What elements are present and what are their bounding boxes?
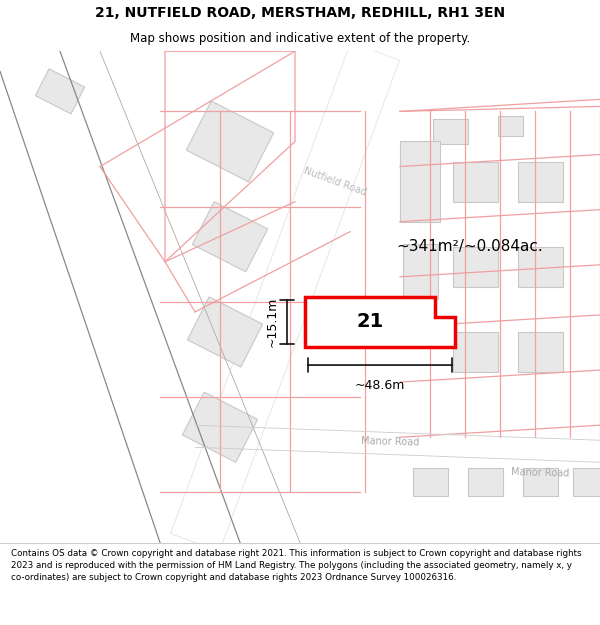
Text: 21: 21 — [356, 312, 383, 331]
Text: 21, NUTFIELD ROAD, MERSTHAM, REDHILL, RH1 3EN: 21, NUTFIELD ROAD, MERSTHAM, REDHILL, RH… — [95, 6, 505, 21]
Text: Manor Road: Manor Road — [511, 466, 569, 478]
Polygon shape — [452, 161, 497, 202]
Polygon shape — [452, 332, 497, 372]
Polygon shape — [452, 247, 497, 287]
Polygon shape — [187, 297, 263, 367]
Text: Manor Road: Manor Road — [361, 436, 419, 448]
Text: ~341m²/~0.084ac.: ~341m²/~0.084ac. — [397, 239, 544, 254]
Polygon shape — [433, 119, 467, 144]
Text: Map shows position and indicative extent of the property.: Map shows position and indicative extent… — [130, 32, 470, 46]
Polygon shape — [193, 202, 268, 272]
Polygon shape — [523, 468, 557, 496]
Polygon shape — [497, 116, 523, 136]
Polygon shape — [517, 247, 563, 287]
Text: Nutfield Road: Nutfield Road — [302, 166, 368, 198]
Polygon shape — [413, 468, 448, 496]
Polygon shape — [403, 244, 437, 299]
Polygon shape — [400, 141, 440, 222]
Polygon shape — [517, 332, 563, 372]
Text: ~15.1m: ~15.1m — [266, 297, 279, 347]
Polygon shape — [572, 468, 600, 496]
Polygon shape — [35, 69, 85, 114]
Text: Contains OS data © Crown copyright and database right 2021. This information is : Contains OS data © Crown copyright and d… — [11, 549, 581, 582]
Polygon shape — [170, 42, 400, 551]
Polygon shape — [467, 468, 503, 496]
Polygon shape — [305, 297, 455, 347]
Polygon shape — [517, 161, 563, 202]
Polygon shape — [187, 101, 274, 182]
Polygon shape — [182, 392, 257, 462]
Text: ~48.6m: ~48.6m — [355, 379, 405, 392]
